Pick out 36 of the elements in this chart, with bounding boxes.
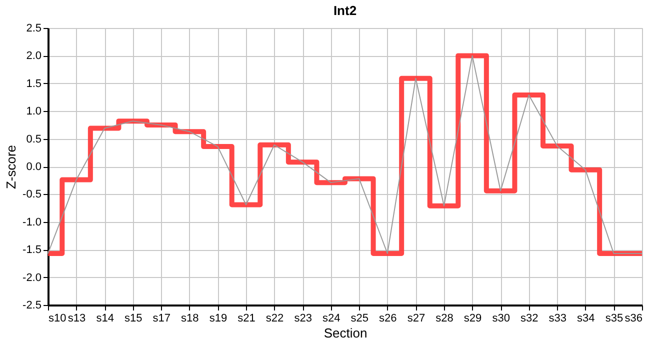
y-tick-label: 2.0 <box>26 50 42 62</box>
y-tick-label: 2.5 <box>26 22 42 34</box>
x-tick-label: s15 <box>124 312 142 324</box>
x-tick-label: s32 <box>520 312 538 324</box>
x-tick-label: s23 <box>294 312 312 324</box>
x-tick-label: s35 <box>605 312 624 324</box>
y-tick-label: 0.0 <box>26 161 42 173</box>
y-axis-title: Z-score <box>4 144 19 190</box>
x-tick-label: s19 <box>209 312 228 324</box>
x-tick-label: s24 <box>322 312 340 324</box>
x-tick-label: s26 <box>379 312 397 324</box>
chart-title: Int2 <box>333 3 357 18</box>
x-tick-label: s28 <box>436 312 454 324</box>
y-tick-label: -1.0 <box>22 216 42 228</box>
x-tick-label: s36 <box>624 312 642 324</box>
x-tick-label: s14 <box>96 312 114 324</box>
y-tick-label: -2.5 <box>22 300 42 312</box>
x-tick-label: s27 <box>407 312 426 324</box>
x-tick-label: s17 <box>152 312 171 324</box>
x-tick-label: s18 <box>181 312 199 324</box>
y-tick-label: -2.0 <box>22 272 42 284</box>
y-tick-label: -1.5 <box>22 244 42 256</box>
x-tick-label: s13 <box>68 312 86 324</box>
x-tick-label: s29 <box>464 312 482 324</box>
x-axis-title: Section <box>324 326 368 340</box>
x-tick-label: s33 <box>548 312 567 324</box>
x-tick-label: s10 <box>48 312 66 324</box>
y-tick-label: 1.5 <box>26 78 42 90</box>
x-tick-label: s30 <box>492 312 510 324</box>
y-tick-label: -0.5 <box>22 188 42 201</box>
y-tick-label: 0.5 <box>26 133 42 146</box>
x-tick-label: s21 <box>238 312 256 324</box>
x-tick-label: s25 <box>350 312 369 324</box>
y-tick-label: 1.0 <box>26 106 42 118</box>
x-tick-label: s34 <box>577 312 595 324</box>
x-tick-label: s22 <box>266 312 284 324</box>
